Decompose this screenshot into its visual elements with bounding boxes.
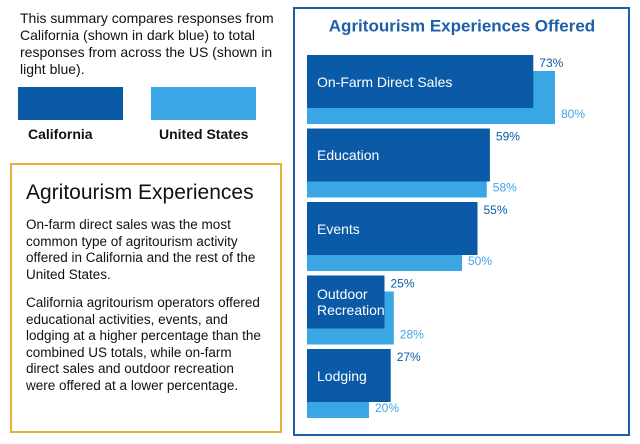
legend-swatch (18, 87, 123, 120)
value-label: 28% (400, 328, 424, 342)
paragraph: On-farm direct sales was the most common… (26, 217, 256, 282)
legend-label: California (28, 126, 93, 142)
value-label: 59% (496, 130, 520, 144)
category-label: Events (317, 220, 360, 237)
chart-title: Agritourism Experiences Offered (329, 16, 595, 35)
paragraph: California agritourism operators offered… (26, 295, 261, 393)
category-label: Education (317, 147, 380, 163)
value-label: 50% (468, 254, 492, 268)
bar (307, 275, 385, 329)
intro-text: This summary compares responses from Cal… (20, 10, 274, 77)
chart-panel (293, 7, 630, 436)
text-box: Agritourism Experiences On-farm direct s… (10, 163, 282, 433)
value-label: 55% (484, 203, 508, 217)
value-label: 27% (397, 350, 421, 364)
value-label: 80% (561, 107, 585, 121)
text-box-title: Agritourism Experiences (26, 181, 254, 204)
category-label: On-Farm Direct Sales (317, 73, 453, 90)
value-label: 20% (375, 401, 399, 415)
legend-label: United States (159, 126, 249, 142)
bar (307, 202, 478, 255)
bar (307, 55, 534, 108)
bar (307, 349, 391, 402)
value-label: 73% (539, 56, 563, 70)
bar (307, 128, 490, 182)
value-label: 58% (493, 181, 517, 195)
legend-swatch (151, 87, 256, 120)
category-label: Lodging (317, 367, 367, 384)
category-label: Outdoor Recreation (317, 286, 385, 318)
value-label: 25% (391, 277, 415, 291)
